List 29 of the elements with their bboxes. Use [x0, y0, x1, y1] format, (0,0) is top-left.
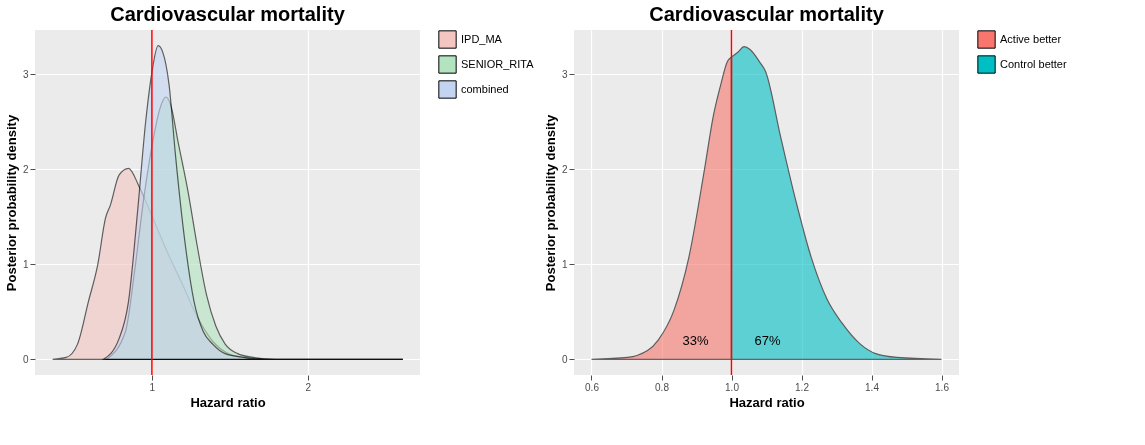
x-tick-label: 1.2 — [795, 381, 810, 393]
y-tick-label: 2 — [561, 163, 568, 175]
y-tick-label: 2 — [22, 163, 29, 175]
y-tick-label: 3 — [22, 68, 29, 80]
y-tick-label: 0 — [561, 353, 568, 365]
legend-label: SENIOR_RITA — [461, 57, 535, 70]
x-tick-label: 1.4 — [865, 381, 880, 393]
y-tick-label: 0 — [22, 353, 29, 365]
annotation: 67% — [754, 332, 781, 348]
annotation: 33% — [682, 332, 709, 348]
y-tick-label: 1 — [561, 258, 568, 270]
x-axis-title: Hazard ratio — [190, 394, 266, 410]
legend-label: Control better — [1000, 57, 1067, 70]
x-tick-label: 0.8 — [655, 381, 670, 393]
x-tick-label: 1 — [149, 381, 156, 393]
chart-title: Cardiovascular mortality — [649, 3, 885, 26]
y-tick-label: 3 — [561, 68, 568, 80]
x-axis-title: Hazard ratio — [729, 394, 805, 410]
y-axis-title: Posterior probability density — [542, 114, 558, 292]
x-tick-label: 1.0 — [725, 381, 740, 393]
x-tick-label: 2 — [305, 381, 312, 393]
y-axis-title: Posterior probability density — [3, 114, 19, 292]
legend-label: IPD_MA — [461, 32, 503, 45]
legend-label: combined — [461, 82, 509, 95]
legend-label: Active better — [1000, 32, 1062, 45]
chart-title: Cardiovascular mortality — [110, 3, 346, 26]
x-tick-label: 1.6 — [935, 381, 950, 393]
x-tick-label: 0.6 — [585, 381, 600, 393]
y-tick-label: 1 — [22, 258, 29, 270]
